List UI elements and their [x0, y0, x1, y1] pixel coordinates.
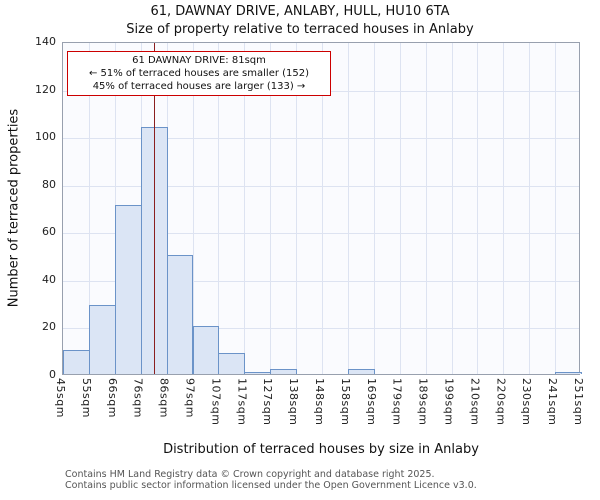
histogram-bar	[88, 305, 116, 374]
histogram-bar	[192, 326, 220, 374]
x-gridline	[270, 43, 272, 374]
x-tick-label: 251sqm	[572, 378, 585, 426]
x-tick-label: 97sqm	[183, 378, 197, 418]
x-tick-label: 117sqm	[235, 378, 249, 426]
annotation-title: 61 DAWNAY DRIVE: 81sqm	[132, 55, 266, 66]
y-gridline	[63, 138, 579, 140]
histogram-bar	[270, 369, 298, 374]
x-tick-label: 210sqm	[468, 378, 482, 426]
x-tick-label: 86sqm	[157, 378, 171, 418]
y-gridline	[63, 185, 579, 187]
x-gridline	[555, 43, 557, 374]
histogram-bar	[555, 371, 582, 374]
x-tick-label: 138sqm	[287, 378, 301, 426]
x-tick-label: 148sqm	[313, 378, 326, 426]
histogram-bar	[244, 371, 272, 374]
histogram-bar	[347, 369, 375, 374]
x-gridline	[529, 43, 531, 374]
chart-title: 61, DAWNAY DRIVE, ANLABY, HULL, HU10 6TA	[150, 4, 450, 19]
x-gridline	[399, 43, 401, 374]
x-tick-label: 107sqm	[209, 378, 223, 426]
histogram-bar	[114, 205, 142, 374]
x-gridline	[425, 43, 427, 374]
x-tick-label: 55sqm	[79, 378, 93, 418]
x-gridline	[477, 43, 479, 374]
x-gridline	[296, 43, 298, 374]
histogram-bar	[166, 255, 194, 374]
x-axis-label: Distribution of terraced houses by size …	[163, 442, 479, 457]
x-gridline	[373, 43, 375, 374]
histogram-bar	[218, 352, 246, 374]
x-tick-label: 230sqm	[520, 378, 534, 426]
y-tick-label: 80	[42, 177, 56, 191]
y-tick-label: 60	[42, 225, 56, 239]
x-gridline	[503, 43, 505, 374]
y-tick-label: 40	[42, 272, 56, 286]
plot-area: 61 DAWNAY DRIVE: 81sqm ← 51% of terraced…	[62, 42, 582, 375]
annotation-smaller-stat: ← 51% of terraced houses are smaller (15…	[88, 68, 310, 79]
x-tick-label: 220sqm	[494, 378, 508, 426]
y-gridline	[63, 280, 579, 282]
x-gridline	[192, 43, 194, 374]
x-tick-label: 76sqm	[131, 378, 145, 418]
x-tick-label: 241sqm	[546, 378, 560, 426]
y-tick-label: 20	[42, 320, 56, 334]
chart-subtitle: Size of property relative to terraced ho…	[126, 22, 474, 37]
x-gridline	[322, 43, 323, 374]
x-tick-label: 127sqm	[261, 378, 275, 426]
x-gridline	[218, 43, 220, 374]
x-tick-label: 189sqm	[416, 378, 430, 426]
x-gridline	[347, 43, 349, 374]
x-tick-label: 45sqm	[54, 378, 67, 418]
x-gridline	[244, 43, 246, 374]
y-gridline	[63, 328, 579, 330]
annotation-box: 61 DAWNAY DRIVE: 81sqm ← 51% of terraced…	[67, 51, 331, 96]
x-tick-label: 179sqm	[390, 378, 404, 426]
x-tick-label: 66sqm	[105, 378, 119, 418]
x-tick-label: 169sqm	[364, 378, 378, 426]
y-tick-label: 140	[35, 35, 56, 48]
footer-copyright: Contains HM Land Registry data © Crown c…	[65, 469, 435, 480]
annotation-larger-stat: 45% of terraced houses are larger (133) …	[92, 81, 306, 92]
y-tick-label: 120	[35, 82, 56, 96]
x-gridline	[451, 43, 453, 374]
y-tick-label: 0	[49, 368, 56, 381]
y-gridline	[63, 233, 579, 235]
histogram-bar	[63, 350, 90, 374]
y-tick-label: 100	[35, 130, 56, 144]
x-tick-label: 158sqm	[338, 378, 352, 426]
property-size-marker-line	[153, 43, 156, 374]
x-gridline	[88, 43, 90, 374]
footer-licence: Contains public sector information licen…	[65, 480, 477, 491]
x-tick-label: 199sqm	[442, 378, 456, 426]
